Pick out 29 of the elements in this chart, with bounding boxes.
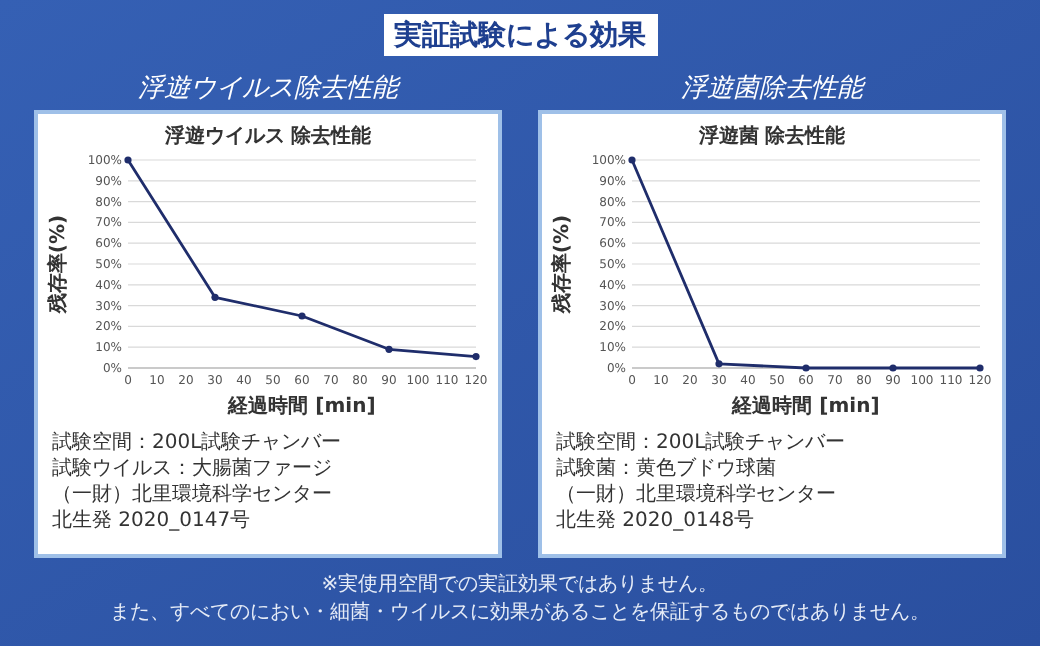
text: 試験ウイルス：大腸菌ファージ	[52, 456, 332, 480]
point	[211, 293, 219, 301]
y-axis-title: 残存率(%)	[550, 214, 574, 316]
text: また、すべてのにおい・細菌・ウイルスに効果があることを保証するものではありません。	[110, 600, 930, 624]
point	[124, 156, 132, 164]
text: ※実使用空間での実証効果ではありません。	[321, 572, 719, 596]
text: 実証試験による効果	[394, 18, 648, 52]
chart-subtitle: 浮遊ウイルス除去性能	[138, 74, 402, 104]
chart-title: 浮遊ウイルス 除去性能	[162, 124, 374, 148]
chart-subtitle: 浮遊菌除去性能	[681, 74, 867, 104]
point	[385, 345, 393, 353]
text: （一財）北里環境科学センター	[556, 482, 836, 506]
text: 北生発 2020_0147号	[52, 508, 251, 532]
point	[298, 312, 306, 320]
y-axis-title: 残存率(%)	[46, 214, 70, 316]
point	[889, 364, 897, 372]
text: （一財）北里環境科学センター	[52, 482, 332, 506]
x-axis-title: 経過時間 [min]	[226, 394, 376, 418]
point	[802, 364, 810, 372]
text: 北生発 2020_0148号	[556, 508, 755, 532]
text: 試験空間：200L試験チャンバー	[52, 430, 342, 454]
point	[976, 364, 984, 372]
x-axis-title: 経過時間 [min]	[730, 394, 880, 418]
chart-title: 浮遊菌 除去性能	[696, 124, 848, 148]
text: 試験菌：黄色ブドウ球菌	[556, 456, 776, 480]
point	[628, 156, 636, 164]
point	[715, 360, 723, 368]
point	[472, 352, 480, 361]
text: 試験空間：200L試験チャンバー	[556, 430, 846, 454]
